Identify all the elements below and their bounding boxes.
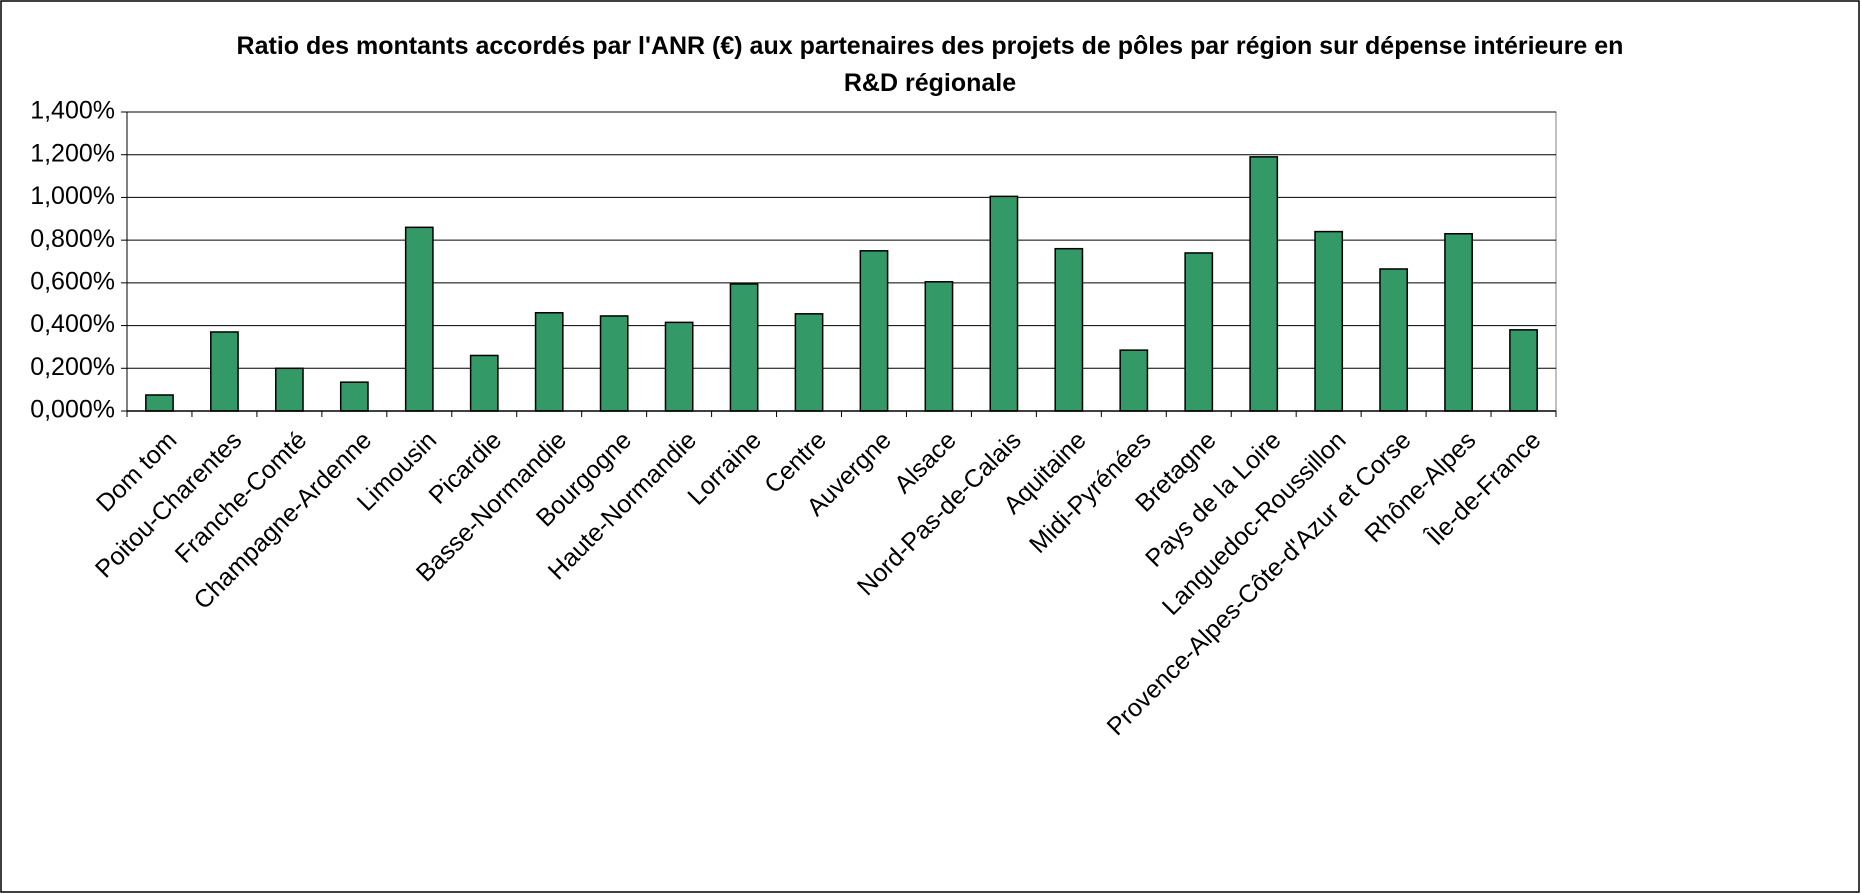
- y-tick-label: 0,000%: [30, 396, 115, 424]
- bar: [794, 313, 824, 412]
- bar: [1379, 268, 1409, 412]
- y-tick-label: 1,000%: [30, 182, 115, 210]
- y-tick-label: 0,400%: [30, 310, 115, 338]
- bar: [1314, 230, 1344, 412]
- bar: [404, 226, 434, 412]
- bar: [729, 283, 759, 412]
- bar: [1444, 232, 1473, 412]
- y-tick-label: 1,200%: [30, 139, 115, 167]
- bar: [469, 354, 499, 412]
- y-tick-label: 0,600%: [30, 267, 115, 295]
- bar: [339, 381, 369, 412]
- bar: [599, 315, 629, 412]
- bar: [534, 312, 564, 412]
- bar: [924, 281, 954, 412]
- y-tick-label: 1,400%: [30, 97, 115, 125]
- bar: [210, 331, 239, 412]
- bar: [664, 321, 694, 412]
- bar: [859, 250, 889, 412]
- bar: [1249, 156, 1279, 412]
- bar: [145, 394, 174, 412]
- bar: [1184, 252, 1214, 412]
- chart-title: Ratio des montants accordés par l'ANR (€…: [236, 32, 1624, 97]
- bar: [1509, 329, 1538, 412]
- bar: [1119, 349, 1149, 412]
- y-tick-label: 0,800%: [30, 225, 115, 253]
- bar: [1054, 247, 1084, 412]
- y-tick-label: 0,200%: [30, 353, 115, 381]
- bar: [274, 367, 304, 412]
- bar: [989, 195, 1019, 412]
